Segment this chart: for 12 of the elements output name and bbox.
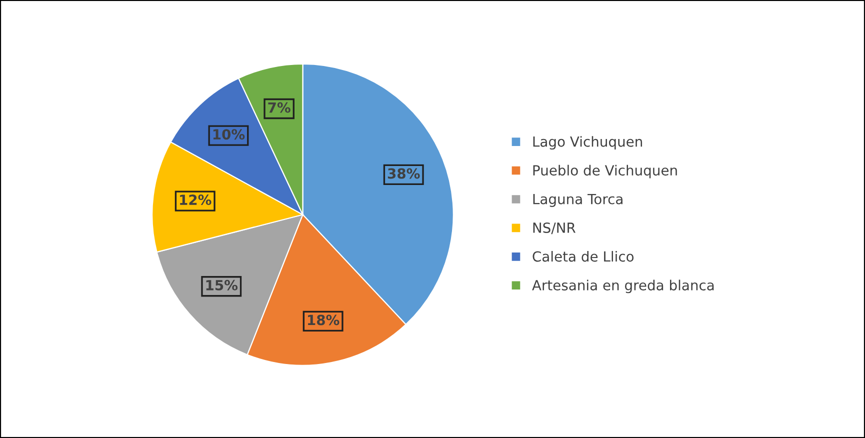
- data-label: 7%: [268, 102, 290, 113]
- legend-label: Pueblo de Vichuquen: [533, 164, 677, 178]
- legend-label: NS/NR: [533, 222, 576, 234]
- data-label: 12%: [180, 194, 212, 206]
- data-label: 38%: [388, 168, 420, 179]
- legend-label: Lago Vichuquen: [533, 136, 642, 150]
- data-label: 10%: [213, 129, 245, 140]
- legend-label: Artesania en greda blanca: [532, 280, 714, 294]
- data-label: 18%: [308, 314, 340, 326]
- legend-label: Laguna Torca: [533, 194, 622, 207]
- legend-label: Caleta de Llico: [532, 250, 634, 262]
- data-label: 15%: [206, 280, 238, 290]
